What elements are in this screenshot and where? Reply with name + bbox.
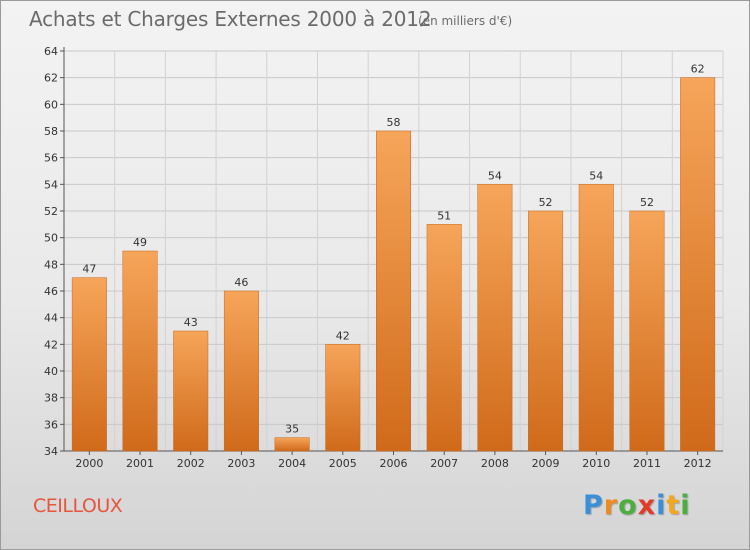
data-label: 54	[589, 169, 603, 182]
y-tick-label: 38	[44, 392, 58, 405]
data-label: 43	[184, 316, 198, 329]
data-label: 58	[387, 116, 401, 129]
y-tick-label: 56	[44, 152, 58, 165]
bar	[325, 344, 361, 452]
y-tick-label: 36	[44, 418, 58, 431]
data-label: 51	[437, 209, 451, 222]
x-tick-label: 2009	[532, 457, 560, 470]
proxiti-logo: Proxiti	[583, 490, 691, 521]
logo-letter: r	[603, 490, 619, 521]
data-label: 35	[285, 423, 299, 436]
x-tick-label: 2003	[227, 457, 255, 470]
x-tick-label: 2011	[633, 457, 661, 470]
x-tick-label: 2006	[380, 457, 408, 470]
chart-title: Achats et Charges Externes 2000 à 2012	[29, 7, 432, 31]
y-tick-label: 42	[44, 338, 58, 351]
y-tick-label: 62	[44, 72, 58, 85]
chart-unit: (en milliers d'€)	[418, 14, 513, 28]
city-name: CEILLOUX	[33, 495, 123, 517]
data-label: 42	[336, 329, 350, 342]
bar	[680, 77, 716, 452]
logo-letter: i	[656, 490, 667, 521]
bar	[376, 130, 411, 452]
labels: 34 36 38 40 42 44 46 48 50 52 54 56 58 60 62 64 47 2000 49…	[44, 45, 712, 470]
x-tick-label: 2008	[481, 457, 509, 470]
x-tick-label: 2010	[582, 457, 610, 470]
bars	[71, 77, 716, 452]
x-tick-label: 2012	[684, 457, 712, 470]
data-label: 49	[133, 236, 147, 249]
y-tick-label: 54	[44, 178, 58, 191]
x-tick-label: 2002	[177, 457, 205, 470]
data-label: 52	[640, 196, 654, 209]
bar	[578, 184, 614, 452]
y-tick-label: 46	[44, 285, 58, 298]
y-tick-label: 58	[44, 125, 58, 138]
logo-letter: x	[637, 490, 657, 521]
logo-letter: i	[680, 490, 691, 521]
x-tick-label: 2000	[75, 457, 103, 470]
x-tick-label: 2007	[430, 457, 458, 470]
bar	[477, 184, 513, 452]
bar	[274, 437, 310, 452]
y-tick-label: 40	[44, 365, 58, 378]
logo-letter: P	[583, 490, 604, 521]
bar	[122, 250, 158, 452]
y-tick-label: 60	[44, 98, 58, 111]
logo-letter: t	[666, 490, 681, 521]
y-tick-label: 48	[44, 258, 58, 271]
y-tick-label: 34	[44, 445, 58, 458]
bar	[426, 224, 462, 452]
y-tick-label: 52	[44, 205, 58, 218]
bar	[528, 210, 564, 452]
data-label: 46	[234, 276, 248, 289]
y-tick-label: 50	[44, 232, 58, 245]
x-tick-label: 2001	[126, 457, 154, 470]
x-tick-label: 2005	[329, 457, 357, 470]
bar	[173, 330, 209, 452]
data-label: 62	[691, 63, 705, 76]
logo-letter: o	[618, 490, 638, 521]
data-label: 47	[82, 263, 96, 276]
y-tick-label: 64	[44, 45, 58, 58]
bar	[629, 210, 665, 452]
x-tick-label: 2004	[278, 457, 306, 470]
bar	[71, 277, 107, 452]
data-label: 52	[539, 196, 553, 209]
data-label: 54	[488, 169, 502, 182]
y-tick-label: 44	[44, 312, 58, 325]
bar	[223, 290, 259, 452]
